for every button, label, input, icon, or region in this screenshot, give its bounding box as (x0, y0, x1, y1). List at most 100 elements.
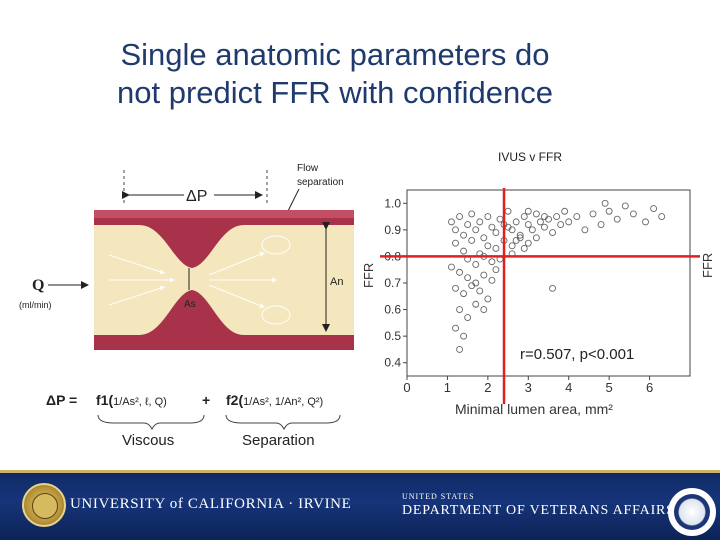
data-point (553, 213, 561, 221)
equation-f2-name: f2( (226, 392, 243, 408)
equation-f1: f1(1/As², ℓ, Q) (96, 392, 167, 408)
data-point (468, 210, 476, 218)
footer-banner (0, 470, 720, 540)
data-point (520, 245, 528, 252)
data-point (452, 324, 459, 332)
data-point (480, 234, 488, 242)
data-point (541, 213, 548, 221)
data-point (589, 210, 597, 218)
vessel-wall-top (94, 210, 354, 218)
data-point (484, 242, 492, 250)
data-point (613, 215, 621, 223)
y-tick-label: 0.7 (384, 276, 401, 290)
data-point (565, 218, 573, 226)
data-point (549, 284, 556, 292)
data-point (460, 332, 468, 340)
data-point (492, 266, 500, 274)
data-point (484, 295, 492, 303)
title-line-1: Single anatomic parameters do (120, 37, 550, 72)
data-point (448, 218, 455, 226)
x-tick-label: 1 (444, 380, 451, 395)
data-point (642, 218, 649, 226)
x-tick-label: 4 (565, 380, 572, 395)
separation-label: Separation (242, 432, 315, 449)
uci-seal-icon (22, 483, 66, 527)
va-seal-icon (668, 488, 716, 536)
equation-plus: + (202, 392, 210, 408)
data-point (456, 345, 464, 353)
data-point (476, 218, 484, 226)
stenosis-diagram: ΔP Flow separation As An Q (ml/min) ΔP =… (19, 163, 354, 449)
data-point (468, 237, 476, 244)
data-point (480, 306, 488, 314)
flow-label-2: separation (297, 177, 344, 188)
equation-f2-args: 1/As², 1/An², Q²) (243, 396, 323, 408)
data-point (460, 247, 468, 255)
data-point (504, 207, 512, 215)
data-point (549, 229, 556, 236)
data-point (492, 245, 500, 252)
delta-p-label: ΔP (186, 188, 207, 205)
x-tick-label: 2 (484, 380, 491, 395)
q-symbol: Q (32, 277, 44, 294)
va-wordmark: DEPARTMENT OF VETERANS AFFAIRS (402, 503, 675, 518)
data-point (472, 300, 480, 308)
data-point (464, 221, 472, 228)
data-point (484, 213, 492, 221)
data-point (448, 263, 455, 271)
data-point (524, 207, 532, 215)
as-label: As (184, 299, 196, 310)
x-tick-label: 5 (606, 380, 613, 395)
data-point (512, 218, 520, 226)
chart-caption: IVUS v FFR (497, 150, 562, 164)
data-point (561, 207, 569, 215)
data-point (452, 239, 459, 247)
data-point (516, 231, 524, 239)
data-point (456, 268, 464, 276)
data-point (597, 221, 605, 228)
equation-f2: f2(1/As², 1/An², Q²) (226, 392, 323, 408)
equation-f1-args: 1/As², ℓ, Q) (113, 396, 167, 408)
data-point (488, 223, 496, 231)
data-point (460, 290, 468, 298)
data-point (581, 226, 589, 234)
data-point (460, 231, 468, 239)
data-point (650, 205, 658, 213)
data-point (629, 210, 637, 218)
data-point (472, 260, 480, 268)
data-point (488, 276, 496, 284)
data-point (452, 284, 459, 292)
data-point (488, 258, 496, 266)
viscous-label: Viscous (122, 432, 174, 449)
flow-label-1: Flow (297, 163, 319, 174)
chart-y-label: FFR (361, 263, 376, 288)
data-point (536, 218, 544, 226)
data-point (472, 226, 480, 234)
equation-lhs: ΔP = (46, 392, 77, 408)
uci-wordmark: UNIVERSITY of CALIFORNIA · IRVINE (70, 496, 352, 512)
title-line-2: not predict FFR with confidence (117, 75, 553, 110)
data-point (496, 215, 504, 223)
footer-rule (0, 470, 720, 473)
chart-thresholds (380, 188, 700, 404)
data-point (456, 306, 464, 314)
data-point (520, 213, 528, 221)
slide-title: Single anatomic parameters do not predic… (40, 36, 630, 112)
data-point (492, 229, 500, 236)
data-point (452, 226, 459, 234)
flow-arrows (108, 235, 291, 325)
chart-y-label-right: FFR (700, 253, 715, 278)
x-tick-label: 6 (646, 380, 653, 395)
ivus-ffr-scatter: 0 1 2 3 4 5 60.40.50.60.70.80.91.0 FFR FFR Min… (361, 188, 715, 417)
x-tick-label: 0 (403, 380, 410, 395)
viscous-brace (97, 414, 205, 431)
data-point (508, 242, 516, 250)
y-tick-label: 0.4 (384, 356, 401, 370)
data-point (601, 199, 609, 207)
data-point (605, 207, 613, 215)
data-point (541, 223, 548, 231)
data-point (464, 314, 472, 321)
data-point (532, 210, 540, 218)
chart-points (448, 199, 666, 353)
x-tick-label: 3 (525, 380, 532, 395)
